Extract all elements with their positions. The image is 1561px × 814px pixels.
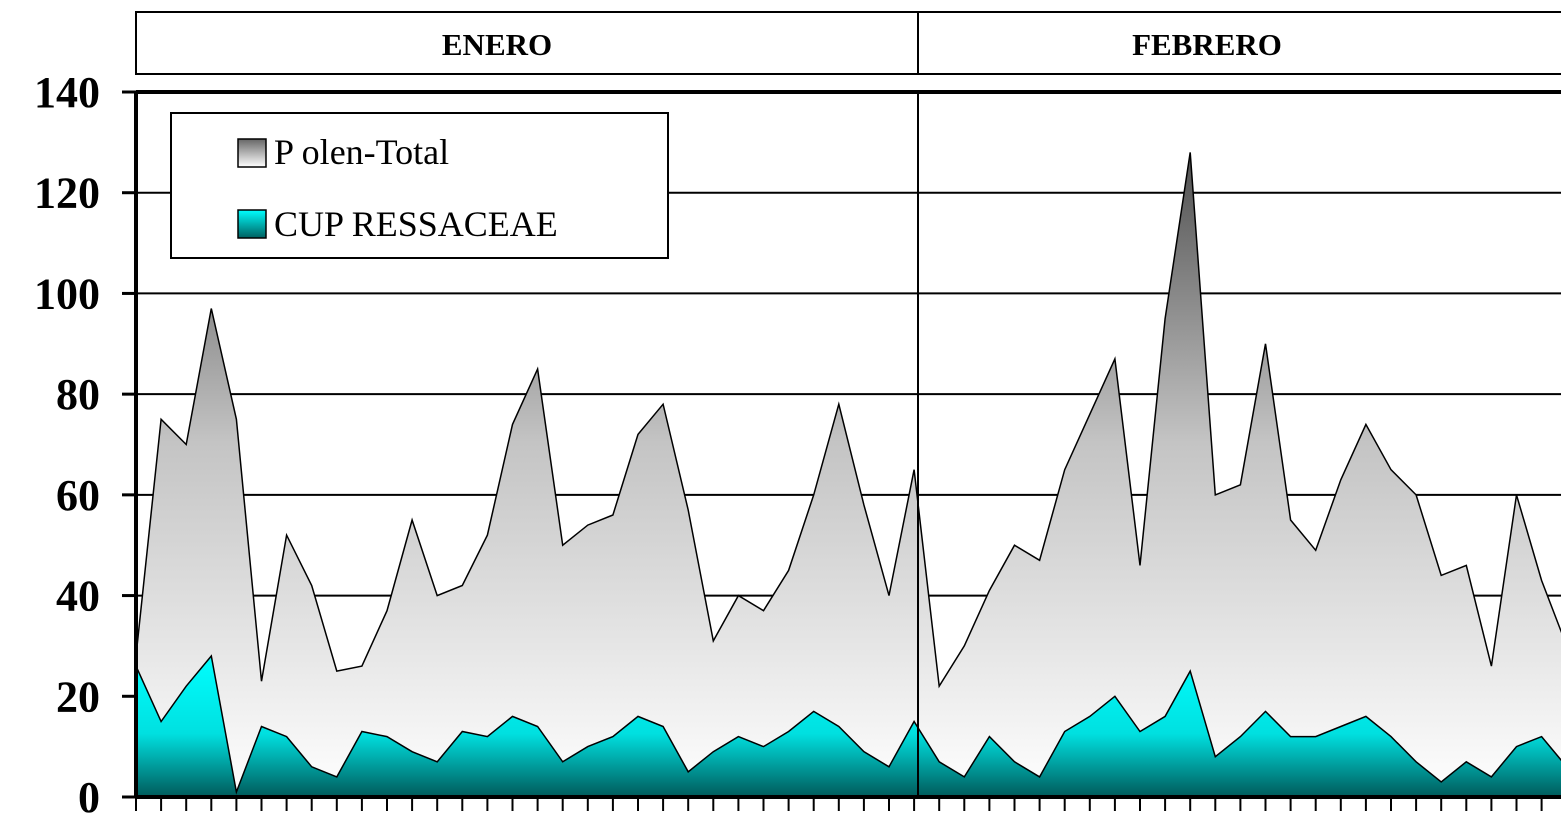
legend-swatch-polen-total [237,138,267,168]
month-header: ENERO FEBRERO [135,11,1561,75]
y-tick-label-40: 40 [56,572,100,621]
legend: P olen-Total CUP RESSACEAE [170,112,669,259]
x-axis-ticks [135,797,1543,811]
y-tick-label-100: 100 [34,269,100,318]
legend-swatch-cupressaceae [237,209,267,239]
legend-label-polen-total: P olen-Total [274,132,449,172]
legend-label-cupressaceae: CUP RESSACEAE [274,204,558,244]
series-area-polen-total [135,152,1561,798]
y-axis-ticks: 0 20 40 60 80 100 120 140 [34,68,136,814]
y-tick-label-80: 80 [56,370,100,419]
series-area-cupressaceae [135,654,1561,798]
y-tick-label-20: 20 [56,672,100,721]
month-label-febrero: FEBRERO [1132,27,1282,62]
y-tick-label-140: 140 [34,68,100,117]
y-tick-label-120: 120 [34,169,100,218]
y-tick-label-60: 60 [56,471,100,520]
month-label-enero: ENERO [442,27,552,62]
month-header-frame [135,11,1561,75]
y-tick-label-0: 0 [78,773,100,814]
